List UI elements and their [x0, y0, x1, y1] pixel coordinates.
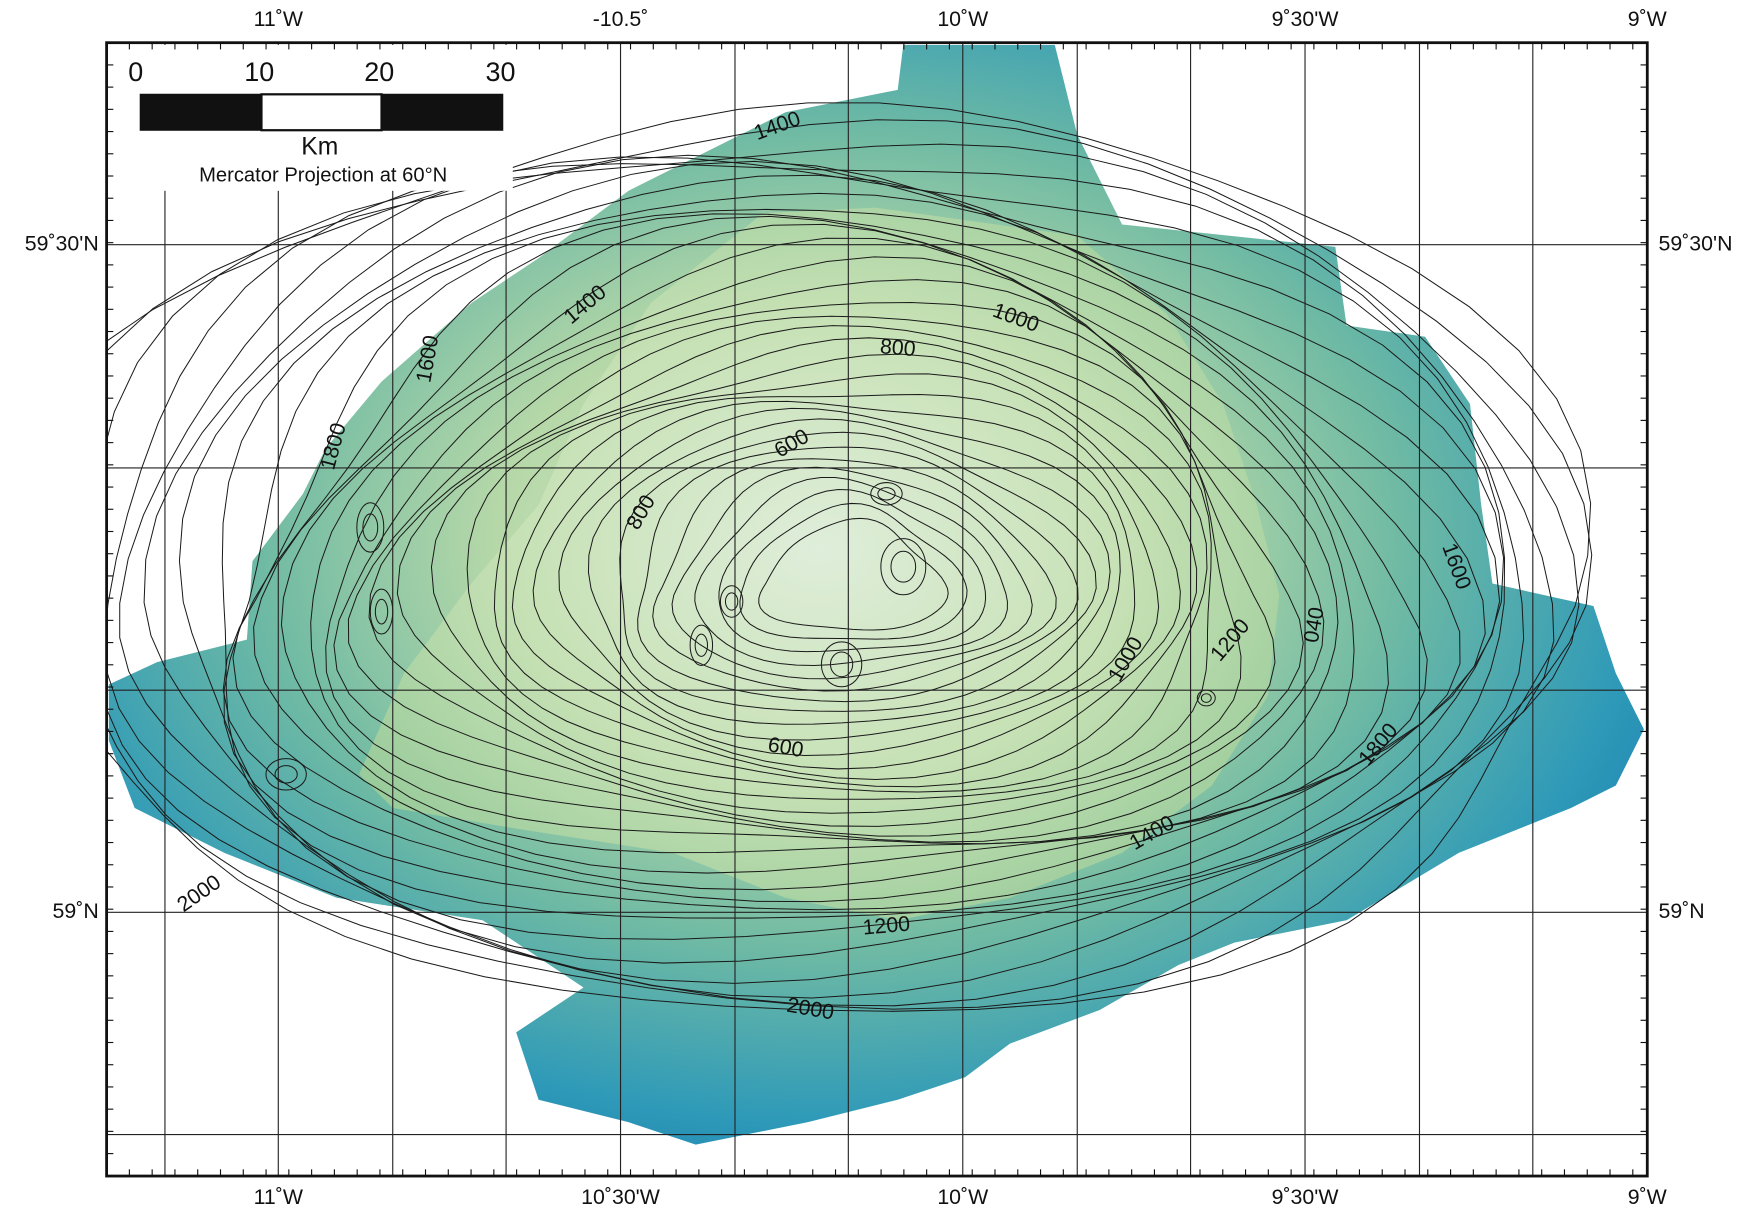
top-label: 11˚W: [254, 7, 304, 31]
top-label: 10˚W: [937, 7, 989, 31]
scale-label: 30: [485, 57, 515, 87]
contour-label: 800: [879, 334, 917, 361]
bathymetry-map: 0 10 20 30 Km Mercator Projection at 60°…: [0, 0, 1755, 1212]
bottom-label: 10˚30'W: [581, 1185, 661, 1209]
left-label: 59˚N: [53, 899, 99, 923]
right-label: 59˚30'N: [1658, 231, 1732, 255]
bottom-label: 11˚W: [254, 1185, 304, 1209]
scale-segment: [140, 94, 261, 130]
scale-label: 10: [244, 57, 274, 87]
top-label: -10.5˚: [593, 7, 649, 31]
contour-label: 2000: [173, 870, 226, 917]
bottom-label: 9˚W: [1628, 1185, 1668, 1209]
scale-unit: Km: [301, 134, 338, 161]
scale-label: 20: [364, 57, 394, 87]
top-label: 9˚30'W: [1272, 7, 1340, 31]
scale-label: 0: [128, 57, 143, 87]
left-label: 59˚30'N: [25, 231, 99, 255]
scale-segment: [382, 94, 503, 130]
scale-segment: [261, 94, 381, 130]
top-label: 9˚W: [1628, 7, 1668, 31]
page: {"map":{ "top_labels":["11˚W","-10.5˚","…: [0, 0, 1755, 1212]
projection-note: Mercator Projection at 60°N: [199, 165, 447, 187]
bottom-label: 9˚30'W: [1272, 1185, 1340, 1209]
contour-label: 1200: [862, 912, 911, 940]
bathymetry: [0, 45, 1644, 1145]
bottom-label: 10˚W: [937, 1185, 989, 1209]
right-label: 59˚N: [1658, 899, 1704, 923]
